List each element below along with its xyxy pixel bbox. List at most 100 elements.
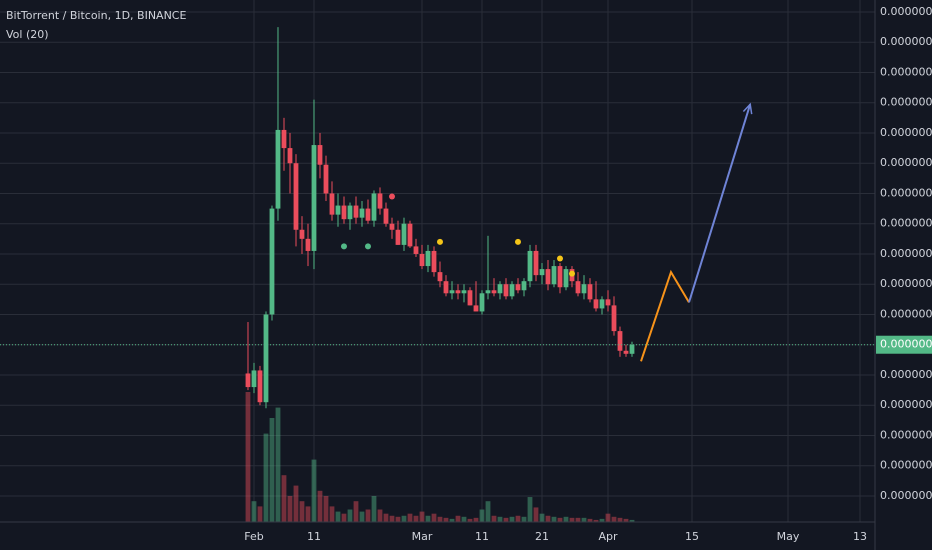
candle-body [365,208,371,221]
volume-pane [245,392,635,522]
y-tick-label: 0.00000026 [880,186,932,199]
chart-title: BitTorrent / Bitcoin, 1D, BINANCE [6,9,186,22]
y-tick-label: 0.00000032 [880,96,932,109]
candle-body [551,266,557,285]
candle-body [581,284,587,294]
candle-body [431,250,437,273]
volume-bar [353,501,359,522]
volume-bar [437,516,443,522]
volume-bar [293,485,299,522]
candle-body [317,145,323,165]
candle-body [383,208,389,224]
candle-body [395,229,401,245]
candle-body [629,344,635,354]
y-tick-label: 0.00000030 [880,126,932,139]
volume-bar [443,517,449,522]
volume-bar [515,515,521,522]
candle-body [557,266,563,288]
candle-body [407,223,413,247]
volume-bar [377,509,383,522]
signal-marker [436,238,443,245]
volume-bar [455,515,461,522]
x-tick-label: Apr [598,530,618,543]
signal-marker [340,243,347,250]
x-tick-label: 15 [685,530,699,543]
volume-bar [611,516,617,522]
candle-body [587,284,593,300]
volume-bar [563,516,569,522]
candle-body [377,193,383,209]
volume-bar [473,517,479,522]
last-price-label: 0.00000016 [880,338,932,351]
volume-bar [269,418,275,522]
volume-bar [413,515,419,522]
signal-marker [388,193,395,200]
signal-marker [568,270,575,277]
last-price-box [876,335,932,354]
candle-body [293,163,299,230]
volume-bar [401,515,407,522]
signal-marker [364,243,371,250]
candle-body [443,281,449,294]
volume-bar [551,516,557,522]
volume-bar [533,507,539,522]
volume-bar [359,511,365,522]
volume-bar [557,517,563,522]
candle-body [347,205,353,220]
candle-body [503,284,509,297]
volume-bar [389,515,395,522]
candle-body [389,223,395,230]
candle-body [299,229,305,239]
volume-bar [407,513,413,522]
candle-body [263,314,269,403]
volume-bar [623,518,629,522]
volume-bar [539,513,545,522]
candle-body [329,193,335,215]
candle-body [539,269,545,276]
candle-body [323,164,329,194]
volume-bar [395,516,401,522]
volume-bar [317,490,323,522]
volume-bar [461,516,467,522]
x-tick-label: Feb [244,530,263,543]
candle-body [341,205,347,220]
candle-body [545,269,551,285]
volume-bar [467,518,473,522]
candle-body [533,250,539,276]
volume-bar [311,459,317,522]
candle-body [473,305,479,312]
volume-bar [491,515,497,522]
x-tick-label: 11 [475,530,489,543]
candle-body [257,370,263,403]
candle-body [251,370,257,388]
y-tick-label: 0.00000018 [880,307,932,320]
volume-bar [479,509,485,522]
x-tick-label: Mar [412,530,433,543]
candle-body [335,205,341,215]
volume-bar [329,506,335,522]
y-tick-label: 0.00000022 [880,247,932,260]
candle-body [491,290,497,294]
candle-body [521,281,527,291]
grid [0,0,875,522]
candle-body [413,246,419,254]
volume-bar [287,496,293,522]
x-tick-label: May [777,530,800,543]
axes: 0.00000006 0.00000008 0.00000010 0.00000012… [244,5,932,543]
candle-body [599,299,605,309]
volume-bar [449,518,455,522]
candle-body [425,250,431,267]
signal-marker [514,238,521,245]
candle-body [359,208,365,218]
candle-body [449,290,455,294]
y-tick-label: 0.00000020 [880,277,932,290]
candle-body [371,193,377,221]
candle-body [479,293,485,312]
candle-body [467,290,473,306]
volume-bar [371,496,377,522]
candle-body [623,350,629,354]
candle-body [419,253,425,267]
candle-body [575,281,581,294]
